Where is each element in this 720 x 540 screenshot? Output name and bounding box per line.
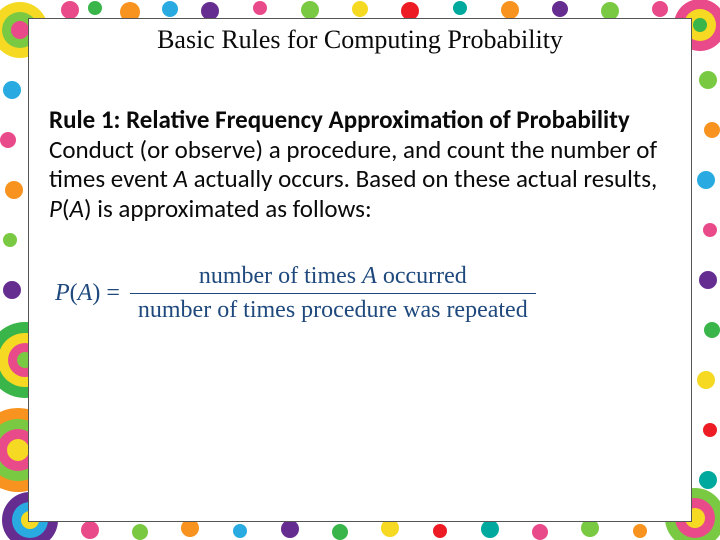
formula-a: A: [78, 280, 93, 306]
rule-heading: Rule 1: Relative Frequency Approximation…: [49, 104, 630, 135]
prob-open: (: [62, 193, 70, 224]
numerator-post: occurred: [377, 263, 467, 289]
prob-a: A: [70, 193, 84, 224]
formula-p: P: [55, 280, 70, 306]
prob-p: P: [49, 193, 62, 224]
body-part-2: actually occurs. Based on these actual r…: [188, 163, 657, 194]
formula-fraction: number of times A occurred number of tim…: [130, 263, 536, 324]
slide-title: Basic Rules for Computing Probability: [49, 25, 671, 55]
body-part-3: is approximated as follows:: [92, 193, 372, 224]
formula-numerator: number of times A occurred: [191, 263, 475, 293]
prob-close: ): [84, 193, 92, 224]
event-variable: A: [174, 163, 188, 194]
probability-formula: P(A) = number of times A occurred number…: [49, 263, 671, 324]
numerator-pre: number of times: [199, 263, 362, 289]
formula-denominator: number of times procedure was repeated: [130, 293, 536, 324]
formula-lhs: P(A) =: [55, 280, 120, 307]
formula-lhs-close: ) =: [92, 280, 120, 306]
numerator-a: A: [362, 263, 377, 289]
formula-lhs-open: (: [70, 280, 78, 306]
slide-content: Basic Rules for Computing Probability Ru…: [28, 18, 692, 522]
slide-body: Rule 1: Relative Frequency Approximation…: [49, 105, 671, 223]
